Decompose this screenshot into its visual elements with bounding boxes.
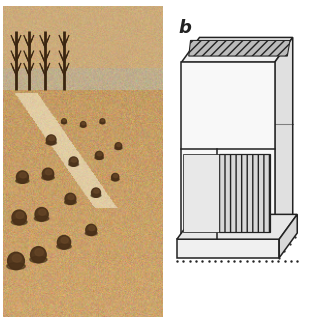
Ellipse shape <box>65 193 76 204</box>
Ellipse shape <box>114 174 117 178</box>
Ellipse shape <box>68 195 74 200</box>
Ellipse shape <box>42 168 54 180</box>
Polygon shape <box>181 62 275 239</box>
Ellipse shape <box>80 125 86 127</box>
Ellipse shape <box>69 163 78 166</box>
Ellipse shape <box>20 172 26 178</box>
Polygon shape <box>279 214 297 258</box>
Ellipse shape <box>86 224 97 236</box>
Ellipse shape <box>8 252 24 270</box>
Ellipse shape <box>89 226 95 231</box>
Ellipse shape <box>7 263 25 270</box>
Ellipse shape <box>85 231 97 236</box>
Ellipse shape <box>92 188 100 197</box>
Ellipse shape <box>69 157 78 166</box>
Ellipse shape <box>30 256 47 263</box>
Ellipse shape <box>12 210 26 225</box>
Ellipse shape <box>98 152 102 156</box>
Ellipse shape <box>16 178 29 183</box>
Polygon shape <box>219 154 270 232</box>
Ellipse shape <box>81 122 86 127</box>
Ellipse shape <box>31 247 46 263</box>
Polygon shape <box>177 239 279 258</box>
Ellipse shape <box>91 194 101 197</box>
Ellipse shape <box>35 249 44 256</box>
Ellipse shape <box>61 119 67 124</box>
Ellipse shape <box>100 119 105 124</box>
Ellipse shape <box>112 173 119 181</box>
Ellipse shape <box>61 122 67 124</box>
Ellipse shape <box>64 200 76 204</box>
Ellipse shape <box>82 122 85 125</box>
Ellipse shape <box>45 170 52 175</box>
Polygon shape <box>177 214 297 239</box>
Ellipse shape <box>101 119 104 122</box>
Ellipse shape <box>61 237 68 243</box>
Ellipse shape <box>95 151 103 159</box>
Ellipse shape <box>12 254 21 262</box>
Ellipse shape <box>35 208 48 221</box>
Polygon shape <box>183 154 219 232</box>
Ellipse shape <box>57 244 71 249</box>
Polygon shape <box>189 40 290 56</box>
Text: b: b <box>179 19 191 37</box>
Ellipse shape <box>16 171 28 183</box>
Polygon shape <box>275 37 293 239</box>
Ellipse shape <box>115 143 122 149</box>
Ellipse shape <box>72 158 76 162</box>
Polygon shape <box>181 37 293 62</box>
Ellipse shape <box>95 156 103 159</box>
Ellipse shape <box>42 175 54 180</box>
Ellipse shape <box>63 119 66 122</box>
Ellipse shape <box>94 189 99 193</box>
Ellipse shape <box>39 209 46 215</box>
Ellipse shape <box>117 143 121 147</box>
Ellipse shape <box>100 122 105 124</box>
Ellipse shape <box>11 219 27 225</box>
Ellipse shape <box>57 236 71 249</box>
Ellipse shape <box>49 136 54 140</box>
Ellipse shape <box>16 212 24 219</box>
Ellipse shape <box>46 141 57 145</box>
Ellipse shape <box>115 147 122 149</box>
Ellipse shape <box>34 216 49 221</box>
Ellipse shape <box>46 135 56 145</box>
Ellipse shape <box>111 178 119 181</box>
